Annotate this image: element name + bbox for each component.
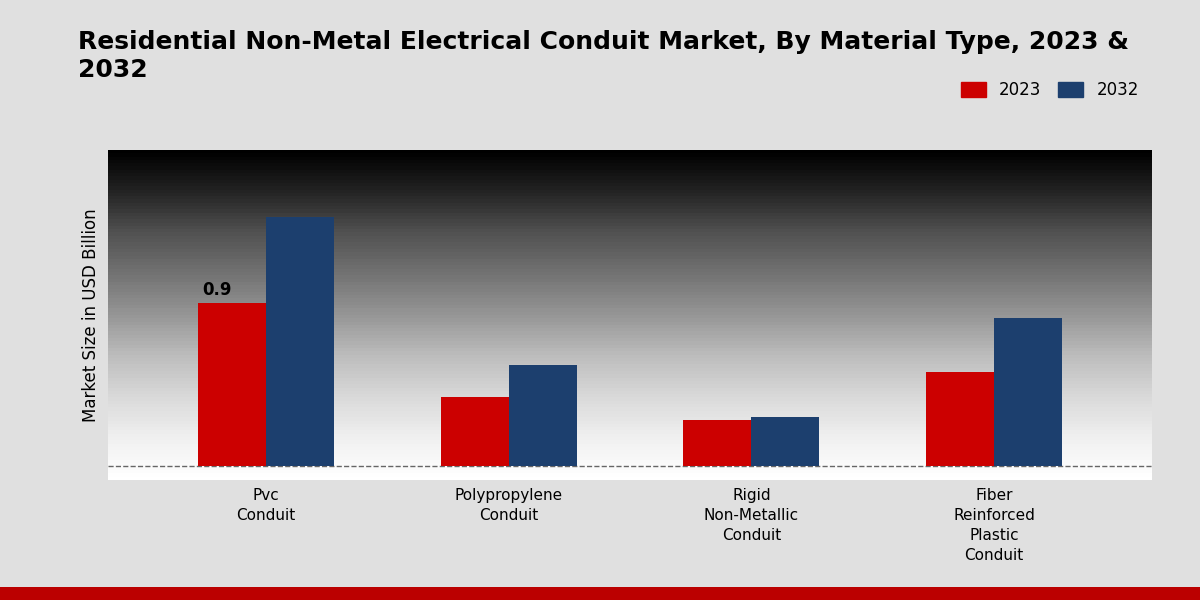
Bar [994,318,1062,466]
Text: Residential Non-Metal Electrical Conduit Market, By Material Type, 2023 &
2032: Residential Non-Metal Electrical Conduit… [78,30,1129,82]
Text: 0.9: 0.9 [203,281,232,299]
Bar [198,303,266,466]
Bar [509,365,576,466]
Bar [926,372,994,466]
Bar [266,217,334,466]
Legend: 2023, 2032: 2023, 2032 [955,76,1144,104]
Y-axis label: Market Size in USD Billion: Market Size in USD Billion [82,208,100,422]
Bar [440,397,509,466]
Bar [751,417,820,466]
Bar [684,421,751,466]
